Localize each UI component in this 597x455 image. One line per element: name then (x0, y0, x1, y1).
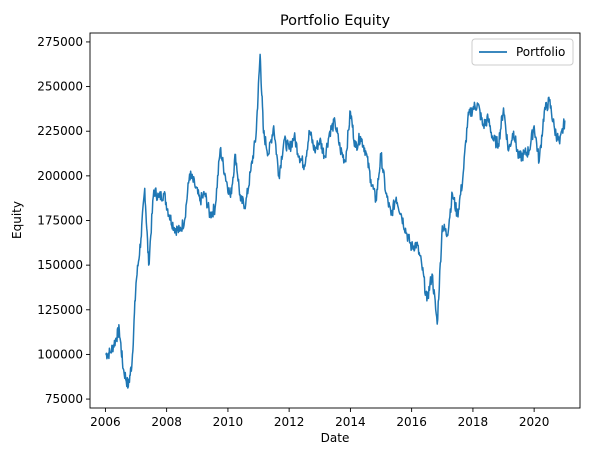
y-tick-label: 275000 (37, 35, 83, 49)
plot-background (90, 33, 580, 408)
x-axis-label: Date (321, 431, 350, 445)
x-axis-ticks: 2006 2008 2010 2012 2014 2016 2018 2020 (90, 408, 549, 429)
y-tick-label: 225000 (37, 124, 83, 138)
y-tick-label: 150000 (37, 258, 83, 272)
y-axis-ticks: 75000 100000 125000 150000 175000 200000 22500… (37, 35, 90, 406)
x-tick-label: 2008 (151, 415, 182, 429)
legend: Portfolio (471, 38, 574, 66)
x-tick-label: 2014 (335, 415, 366, 429)
x-tick-label: 2016 (396, 415, 427, 429)
x-tick-label: 2018 (458, 415, 489, 429)
y-tick-label: 175000 (37, 214, 83, 228)
chart-title: Portfolio Equity (280, 13, 391, 29)
plot-frame (89, 32, 581, 409)
legend-box (471, 38, 574, 66)
x-tick-label: 2012 (274, 415, 305, 429)
legend-label-portfolio: Portfolio (516, 45, 565, 59)
y-tick-label: 125000 (37, 303, 83, 317)
x-tick-label: 2020 (519, 415, 550, 429)
series-layer (105, 53, 566, 389)
y-tick-label: 75000 (45, 392, 83, 406)
y-tick-label: 250000 (37, 80, 83, 94)
y-tick-label: 100000 (37, 347, 83, 361)
y-axis-label: Equity (10, 201, 24, 239)
x-tick-label: 2006 (90, 415, 121, 429)
x-tick-label: 2010 (213, 415, 244, 429)
series-line-portfolio (105, 53, 566, 389)
y-tick-label: 200000 (37, 169, 83, 183)
